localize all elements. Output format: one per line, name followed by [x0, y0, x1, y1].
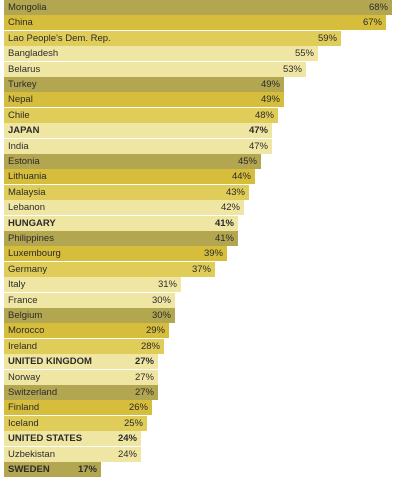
bar — [4, 92, 284, 108]
category-label: Mongolia — [8, 2, 47, 13]
bar — [4, 138, 272, 154]
value-label: 28% — [140, 340, 160, 352]
category-label: JAPAN — [8, 125, 40, 137]
bar — [4, 107, 278, 123]
bar — [4, 215, 238, 231]
bar — [4, 246, 227, 262]
bar — [4, 369, 158, 385]
bar — [4, 169, 255, 185]
category-label: Iceland — [8, 417, 39, 429]
value-label: 24% — [117, 433, 137, 445]
category-label: China — [8, 17, 33, 29]
category-label: India — [8, 140, 29, 152]
value-label: 53% — [282, 63, 302, 75]
category-label: HUNGARY — [8, 217, 56, 229]
value-label: 30% — [151, 310, 171, 321]
value-label: 26% — [128, 402, 148, 414]
category-label: Belarus — [8, 63, 41, 75]
value-label: 44% — [231, 171, 251, 183]
category-label: Lao People's Dem. Rep. — [8, 32, 111, 44]
bar — [4, 154, 261, 169]
category-label: Luxembourg — [8, 248, 61, 260]
value-label: 27% — [134, 356, 154, 368]
bar — [4, 292, 175, 308]
category-label: UNITED KINGDOM — [8, 356, 92, 368]
category-label: Chile — [8, 109, 30, 121]
value-label: 30% — [151, 294, 171, 306]
bar — [4, 323, 169, 339]
category-label: Ireland — [8, 340, 38, 352]
category-label: Belgium — [8, 310, 43, 321]
bar — [4, 46, 318, 62]
bar — [4, 385, 158, 400]
value-label: 31% — [157, 279, 177, 291]
category-label: Morocco — [8, 325, 45, 337]
bar — [4, 231, 238, 246]
value-label: 48% — [254, 109, 274, 121]
bar — [4, 446, 141, 462]
bar — [4, 400, 152, 416]
value-label: 29% — [145, 325, 165, 337]
category-label: UNITED STATES — [8, 433, 83, 445]
category-label: Finland — [8, 402, 40, 414]
value-label: 41% — [214, 217, 234, 229]
value-label: 27% — [134, 371, 154, 383]
value-label: 27% — [134, 387, 154, 398]
bar — [4, 77, 284, 92]
value-label: 43% — [225, 186, 245, 198]
value-label: 55% — [294, 48, 314, 60]
bar — [4, 277, 181, 293]
value-label: 37% — [191, 263, 211, 275]
value-label: 17% — [77, 464, 97, 475]
value-label: 45% — [237, 156, 257, 167]
bar — [4, 0, 392, 15]
bar — [4, 61, 306, 77]
bar — [4, 354, 158, 370]
value-label: 49% — [260, 94, 280, 106]
category-label: Estonia — [8, 156, 40, 167]
value-label: 41% — [214, 233, 234, 244]
category-label: Turkey — [8, 79, 37, 90]
bar — [4, 338, 164, 354]
bar — [4, 415, 147, 431]
bar — [4, 261, 215, 277]
category-label: Lebanon — [8, 202, 45, 214]
bar — [4, 15, 386, 31]
bar — [4, 123, 272, 139]
bar — [4, 200, 244, 216]
value-label: 47% — [248, 140, 268, 152]
bar — [4, 431, 141, 447]
bar — [4, 30, 341, 46]
category-label: Lithuania — [8, 171, 47, 183]
category-label: Germany — [8, 263, 48, 275]
category-label: Bangladesh — [8, 48, 59, 60]
category-label: Italy — [8, 279, 26, 291]
bar — [4, 184, 249, 200]
value-label: 24% — [117, 448, 137, 460]
value-label: 47% — [248, 125, 268, 137]
value-label: 67% — [362, 17, 382, 29]
category-label: Switzerland — [8, 387, 58, 398]
value-label: 42% — [220, 202, 240, 214]
category-label: France — [8, 294, 38, 306]
value-label: 49% — [260, 79, 280, 90]
category-label: SWEDEN — [8, 464, 50, 475]
category-label: Philippines — [8, 233, 54, 244]
category-label: Malaysia — [8, 186, 46, 198]
category-label: Norway — [8, 371, 41, 383]
category-label: Uzbekistan — [8, 448, 55, 460]
value-label: 39% — [203, 248, 223, 260]
bar — [4, 462, 101, 477]
value-label: 68% — [368, 2, 388, 13]
category-label: Nepal — [8, 94, 33, 106]
bar — [4, 308, 175, 323]
value-label: 25% — [123, 417, 143, 429]
value-label: 59% — [317, 32, 337, 44]
